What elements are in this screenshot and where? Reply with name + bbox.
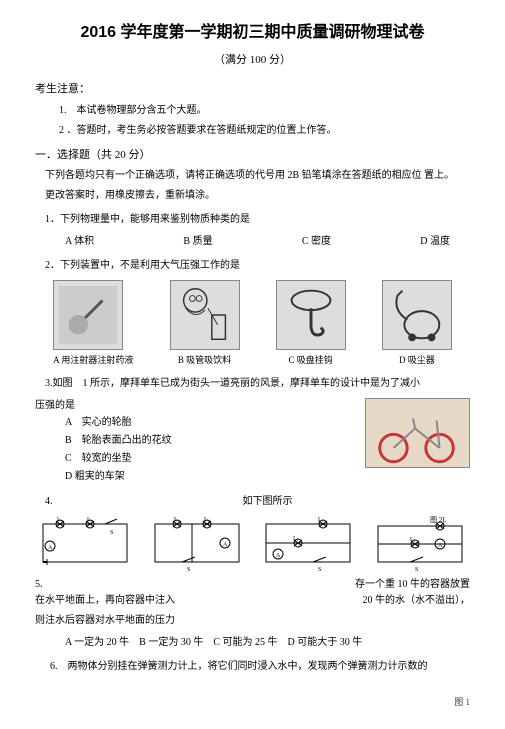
- q2-cap-d: D 吸尘器: [382, 353, 452, 367]
- q5-pre: 5.: [35, 577, 175, 593]
- q3-opt-d: D 粗実的车架: [65, 468, 357, 486]
- q3-stem-pre: 3.如图 1 所示，摩拜单车已成为街头一道亮丽的风景，摩拜单车的设计中是为了减小: [35, 376, 470, 392]
- circuit-a: L₁L₂SA: [35, 516, 135, 571]
- q5-line2: 则注水后容器对水平地面的压力: [35, 613, 470, 629]
- q5-line1: 在水平地面上，再向容器中注入: [35, 593, 175, 609]
- section1-instr1: 下列各题均只有一个正确选项，请将正确选项的代号用 2B 铅笔填涂在答题纸的相应位…: [35, 168, 470, 184]
- circuit-b: L₁L₂SA: [147, 516, 247, 571]
- q2-img-d: D 吸尘器: [382, 280, 452, 367]
- q2-stem: 2．下列装置中，不是利用大气压强工作的是: [35, 258, 470, 274]
- svg-text:A: A: [438, 543, 443, 549]
- q1-options: A 体积 B 质量 C 密度 D 温度: [35, 234, 470, 250]
- circuit-c: L₂L₁AS: [258, 516, 358, 571]
- q3-stem-post: 压强的是: [35, 398, 357, 414]
- section1-instr2: 更改答案时，用橡皮擦去，重新填涂。: [35, 188, 470, 204]
- q4-stem: 4. 如下图所示: [35, 494, 470, 510]
- q2-img-a: A 用注射器注射药液: [53, 280, 133, 367]
- q2-cap-c: C 吸盘挂钩: [276, 353, 346, 367]
- q3-opt-c: C 较宽的坐垫: [65, 450, 357, 468]
- q1-stem: 1．下列物理量中，能够用来鉴别物质种类的是: [35, 212, 470, 228]
- q1-opt-a: A 体积: [65, 234, 94, 250]
- syringe-icon: [53, 280, 123, 350]
- q6-stem: 6. 两物体分别挂在弹簧测力计上，将它们同时浸入水中，发现两个弹簧测力计示数的: [35, 659, 470, 675]
- q1-opt-c: C 密度: [302, 234, 331, 250]
- q3-options: A 实心的轮胎 B 轮胎表面凸出的花纹 C 较宽的坐垫 D 粗実的车架: [65, 414, 357, 486]
- bike-image: [365, 398, 470, 468]
- svg-text:S: S: [415, 567, 418, 571]
- suction-hook-icon: [276, 280, 346, 350]
- notes-header: 考生注意：: [35, 81, 470, 99]
- svg-text:A: A: [276, 553, 281, 559]
- q2-images: A 用注射器注射药液 B 吸管吸饮料 C 吸盘挂钩 D 吸尘器: [35, 280, 470, 367]
- q2-img-c: C 吸盘挂钩: [276, 280, 346, 367]
- q5-right1: 存一个重 10 牛的容器放置: [355, 577, 470, 593]
- q1-opt-d: D 温度: [420, 234, 450, 250]
- section1-header: 一．选择题（共 20 分）: [35, 147, 470, 165]
- note-item-1: 1. 本试卷物理部分含五个大题。: [59, 103, 470, 119]
- q1-opt-b: B 质量: [183, 234, 212, 250]
- straw-icon: [170, 280, 240, 350]
- svg-text:A: A: [48, 545, 53, 551]
- q2-cap-a: A 用注射器注射药液: [53, 353, 133, 367]
- subtitle: （满分 100 分）: [35, 52, 470, 70]
- q2-img-b: B 吸管吸饮料: [170, 280, 240, 367]
- svg-text:S: S: [187, 567, 190, 571]
- svg-text:A: A: [223, 542, 228, 548]
- q4-circuits: L₁L₂SA L₁L₂SA L₂L₁AS 图 2LL₁AS: [35, 516, 470, 571]
- q3-opt-b: B 轮胎表面凸出的花纹: [65, 432, 357, 450]
- page-title: 2016 学年度第一学期初三期中质量调研物理试卷: [35, 20, 470, 46]
- note-item-2: 2 ．答题时，考生务必按答题要求在答题纸规定的位置上作答。: [59, 123, 470, 139]
- q5-opts: A 一定为 20 牛 B 一定为 30 牛 C 可能为 25 牛 D 可能大于 …: [35, 635, 470, 651]
- q2-cap-b: B 吸管吸饮料: [170, 353, 240, 367]
- circuit-d: 图 2LL₁AS: [370, 516, 470, 571]
- svg-text:S: S: [110, 530, 113, 536]
- q5-right2: 20 牛的水（水不溢出），: [355, 593, 470, 609]
- svg-text:S: S: [318, 567, 321, 571]
- q3-opt-a: A 实心的轮胎: [65, 414, 357, 432]
- vacuum-icon: [382, 280, 452, 350]
- page-footer: 图 1: [35, 695, 470, 709]
